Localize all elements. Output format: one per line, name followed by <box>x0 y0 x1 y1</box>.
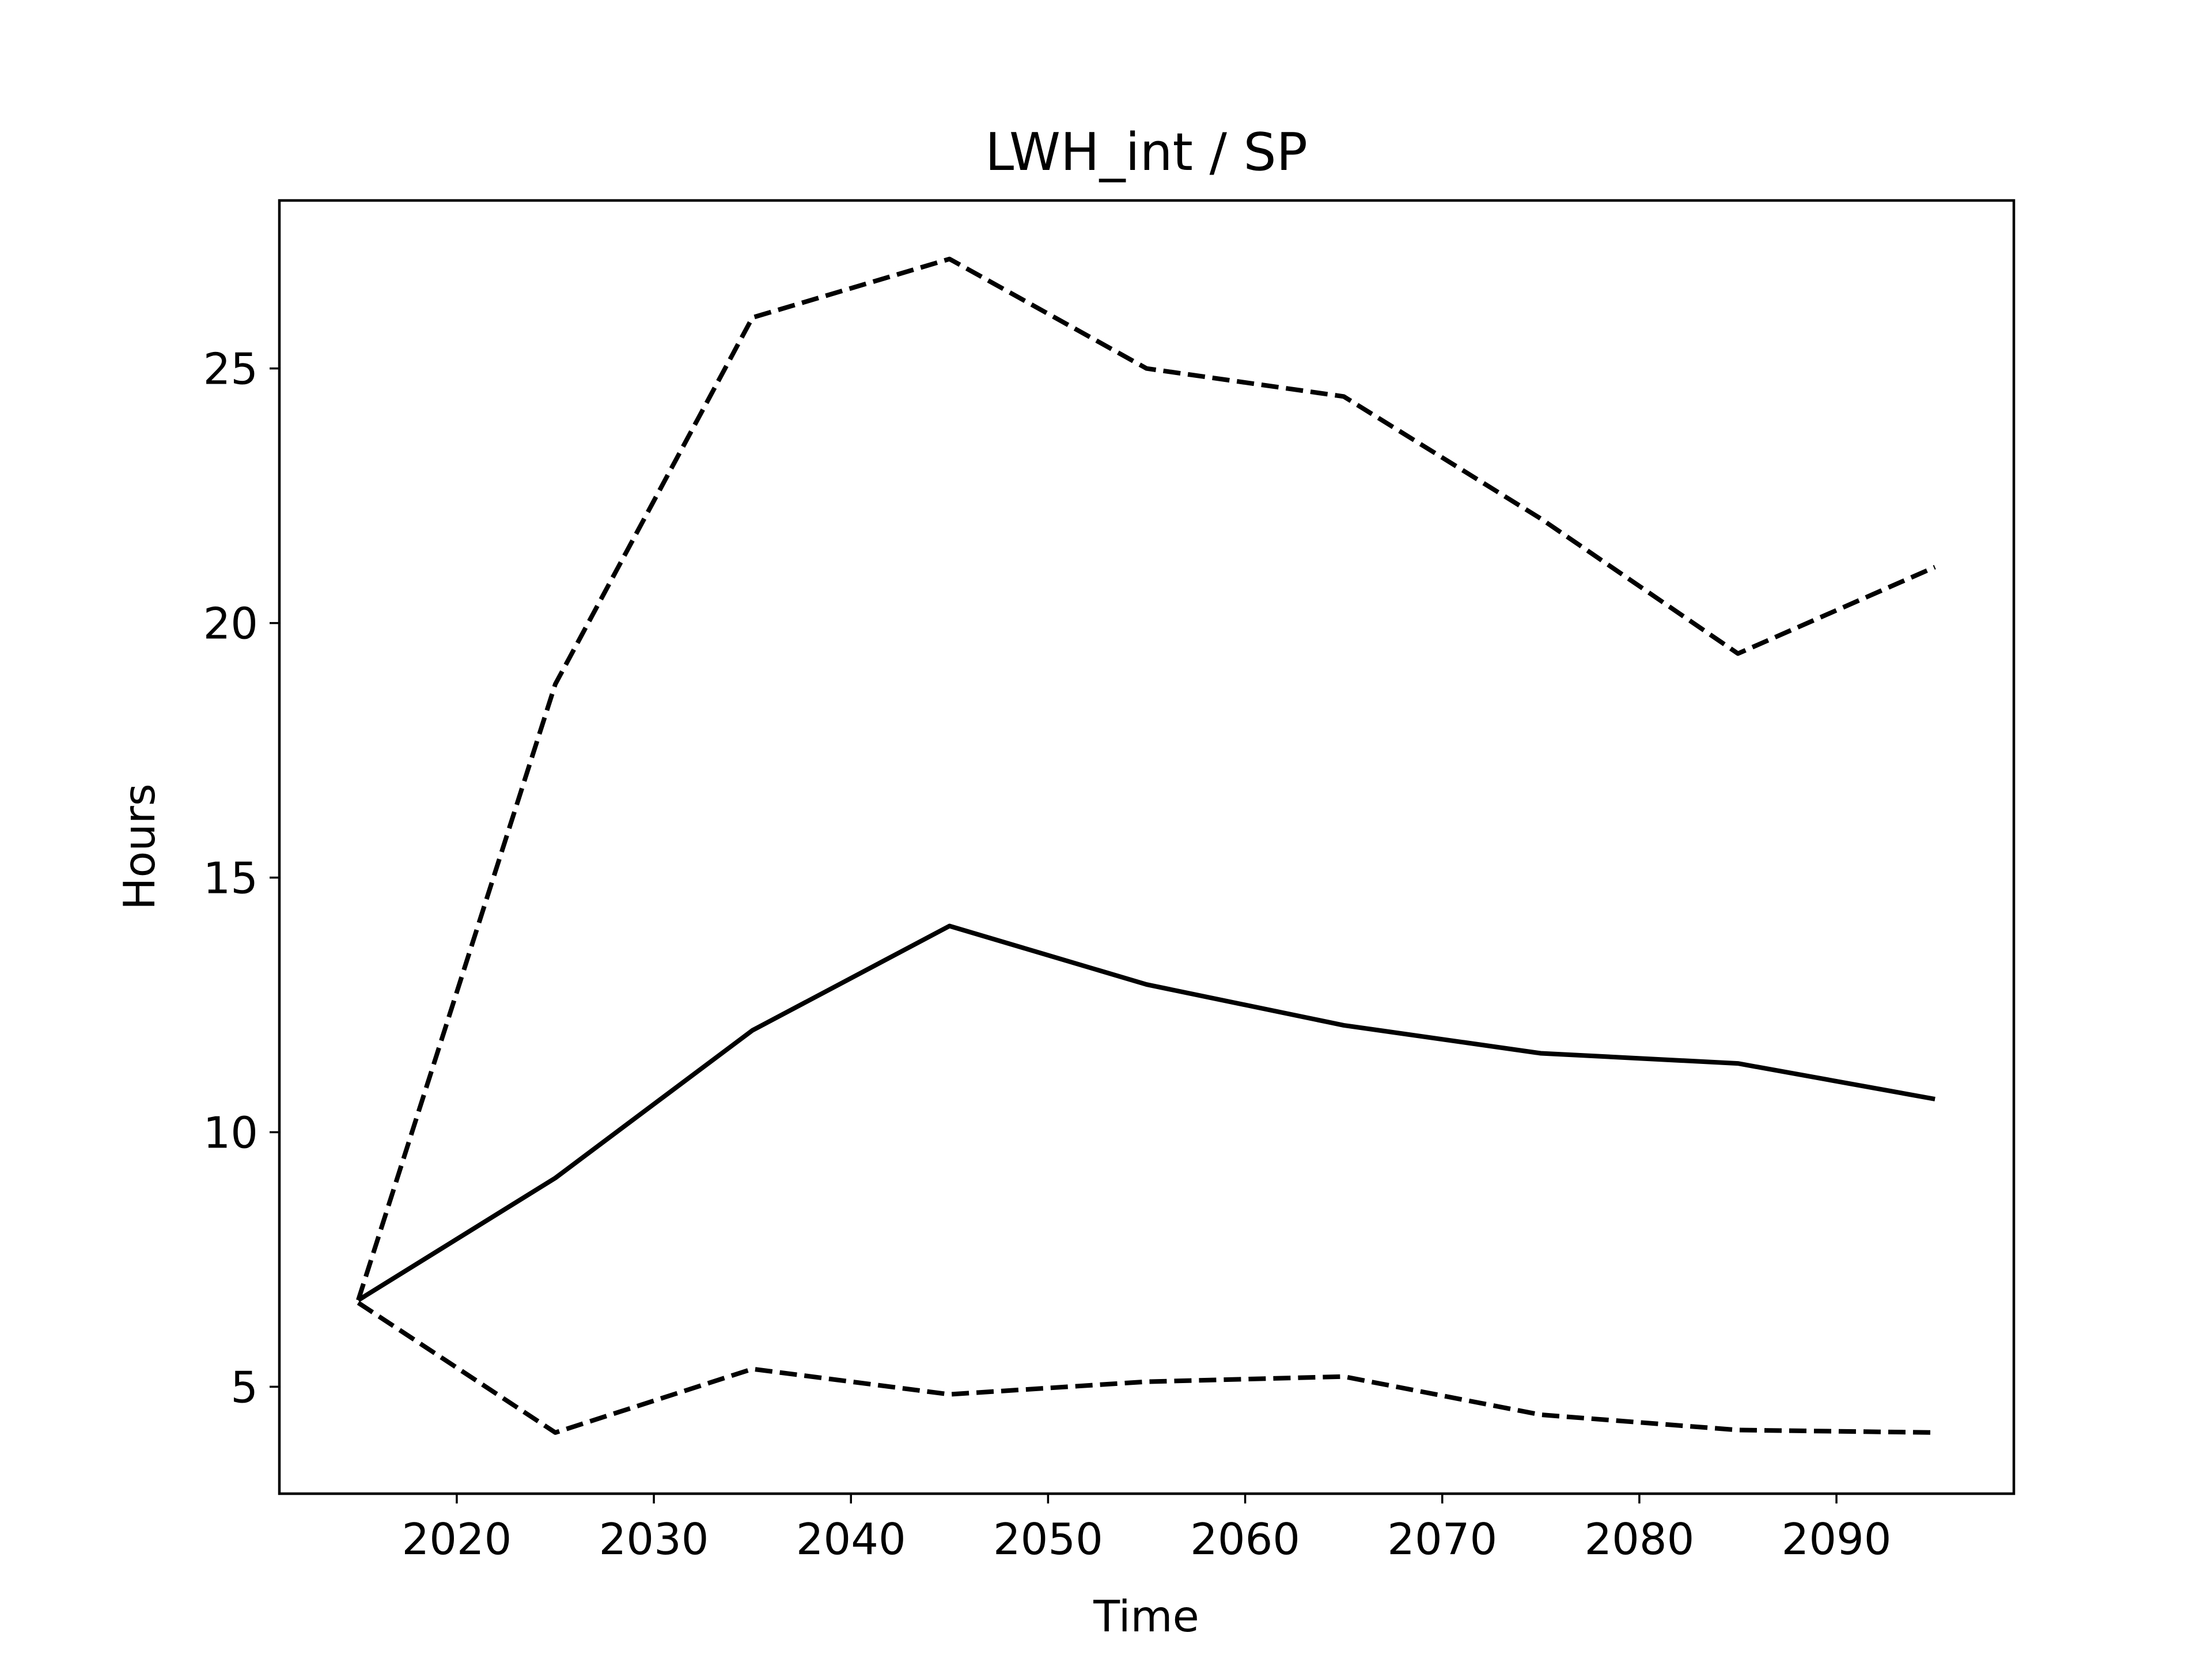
y-axis-ticks: 5 10 15 20 25 <box>203 344 279 1412</box>
x-tick-label: 2020 <box>402 1514 512 1565</box>
plot-frame <box>278 199 2016 1495</box>
y-tick-label: 25 <box>203 344 258 395</box>
y-tick-label: 15 <box>203 853 258 904</box>
x-axis-label: Time <box>1093 1591 1199 1642</box>
series-line-3 <box>357 1301 1936 1435</box>
series-line-1 <box>357 923 1936 1302</box>
x-tick-label: 2060 <box>1190 1514 1300 1565</box>
series-line-2 <box>356 256 1936 1301</box>
x-axis-ticks: 2020 2030 2040 2050 2060 2070 2080 2090 <box>402 1494 1892 1565</box>
x-tick-label: 2050 <box>993 1514 1103 1565</box>
x-tick-label: 2090 <box>1782 1514 1892 1565</box>
x-tick-label: 2070 <box>1387 1514 1497 1565</box>
series-layer <box>356 256 1936 1435</box>
x-tick-label: 2040 <box>796 1514 906 1565</box>
y-tick-label: 20 <box>203 599 258 649</box>
y-tick-label: 10 <box>203 1107 258 1158</box>
y-axis-label: Hours <box>114 783 165 910</box>
x-tick-label: 2030 <box>599 1514 709 1565</box>
chart-title: LWH_int / SP <box>985 122 1308 183</box>
y-tick-label: 5 <box>230 1362 258 1412</box>
x-tick-label: 2080 <box>1584 1514 1694 1565</box>
